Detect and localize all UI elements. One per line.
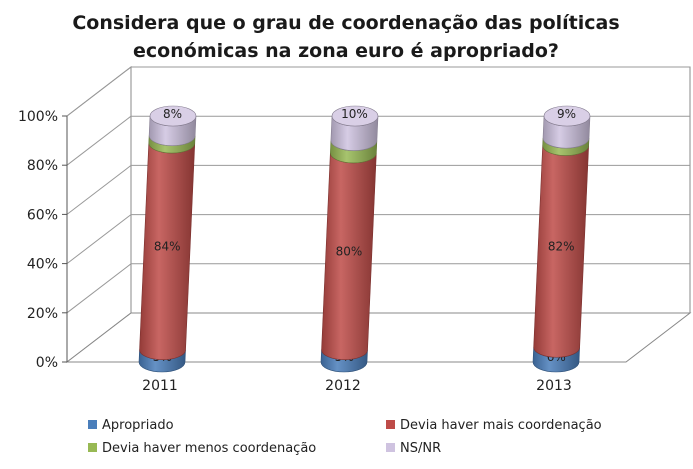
bar-cap — [149, 105, 197, 127]
y-tick-label: 0% — [36, 355, 58, 371]
gridline-side — [66, 115, 132, 166]
legend-swatch — [386, 443, 395, 452]
back-wall — [130, 66, 691, 314]
y-tick-label: 40% — [27, 257, 58, 273]
y-tick-label: 80% — [27, 158, 58, 174]
legend-label: Devia haver mais coordenação — [400, 418, 602, 433]
bars: 5%84%3%8%5%80%5%10%6%82%3%9% — [138, 105, 591, 373]
legend-label: Devia haver menos coordenação — [102, 441, 316, 456]
x-tick-label: 2011 — [142, 378, 178, 394]
gridline-side — [66, 263, 132, 314]
x-tick-label: 2012 — [325, 378, 361, 394]
legend-swatch — [88, 420, 97, 429]
legend-swatch — [88, 443, 97, 452]
y-axis: 0% 20% 40% 60% 80% 100% — [18, 109, 68, 371]
bar-cap — [543, 105, 591, 127]
data-label: 84% — [154, 239, 181, 253]
chart-title-line-1: Considera que o grau de coordenação das … — [72, 12, 619, 34]
data-label: 8% — [163, 107, 182, 121]
chart-title-line-2: económicas na zona euro é apropriado? — [133, 40, 559, 62]
data-label: 10% — [341, 107, 368, 121]
legend-label: Apropriado — [102, 418, 174, 433]
legend-label: NS/NR — [400, 441, 441, 456]
data-label: 9% — [557, 107, 576, 121]
bar-cap — [331, 105, 379, 127]
legend: Apropriado Devia haver mais coordenação De… — [88, 418, 602, 456]
data-label: 80% — [336, 244, 363, 258]
side-wall — [66, 65, 132, 364]
gridline-side — [66, 165, 132, 215]
y-tick-label: 60% — [27, 207, 58, 223]
y-tick-label: 20% — [27, 306, 58, 322]
gridline-side — [66, 214, 132, 264]
gridline-side — [66, 66, 132, 117]
data-label: 82% — [548, 239, 575, 253]
x-axis: 2011 2012 2013 — [142, 378, 572, 394]
x-tick-label: 2013 — [536, 378, 572, 394]
legend-swatch — [386, 420, 395, 429]
y-tick-label: 100% — [18, 109, 58, 125]
